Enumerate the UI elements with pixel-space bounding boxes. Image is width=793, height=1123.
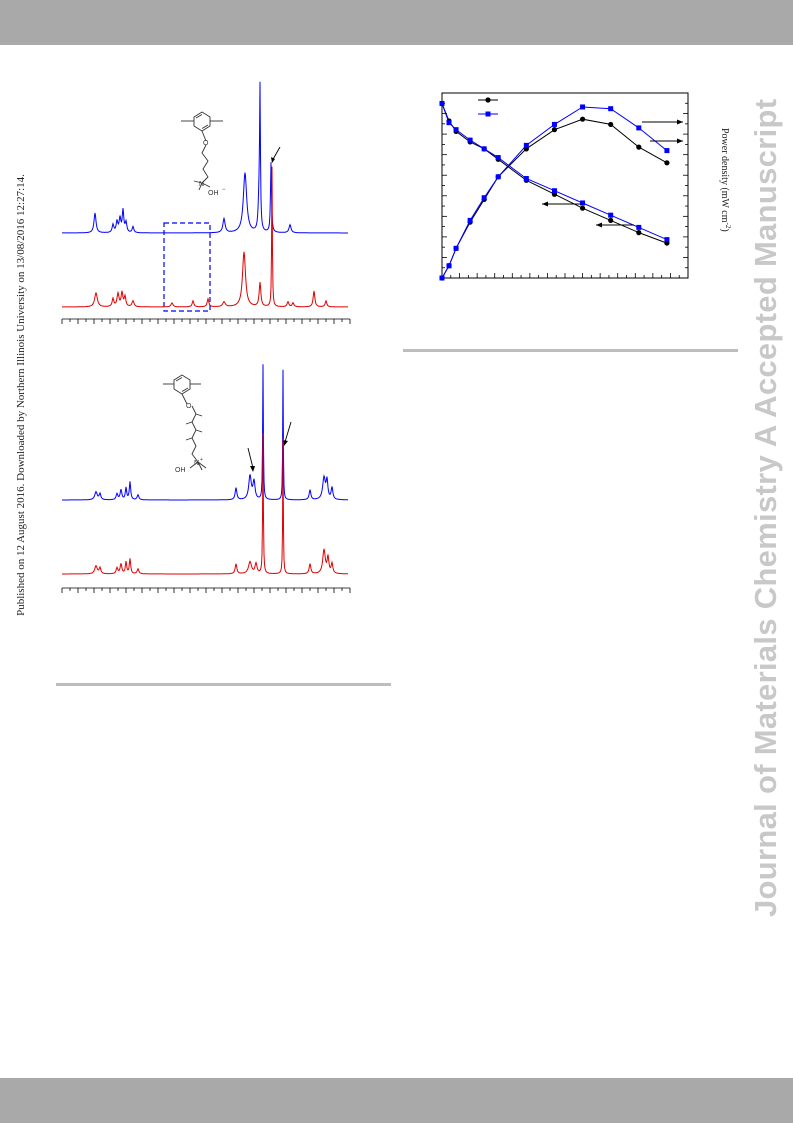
series-2-power-point: [446, 263, 452, 269]
series-2-polarization-point: [664, 237, 670, 243]
series-1-power-point: [664, 160, 670, 166]
ammonium-charge-2: +: [200, 457, 203, 463]
series-2-polarization-point: [481, 146, 487, 152]
nmr-trace-red-1: [62, 166, 348, 308]
series-2-power-point: [608, 106, 614, 112]
footer-band: [0, 1078, 793, 1123]
nmr-trace-red-2: [62, 433, 348, 575]
svg-text:O: O: [186, 403, 192, 410]
nmr-spectrum-panel-1: O N OH −: [61, 81, 351, 324]
nmr-x-axis-1: [61, 318, 351, 324]
series-1-power-point: [579, 116, 586, 122]
series-1-power-point: [636, 144, 642, 150]
header-band: [0, 0, 793, 45]
legend-marker-1: [485, 97, 491, 103]
svg-text:O: O: [203, 140, 209, 147]
curve-arrowhead-2: [677, 138, 683, 144]
accepted-manuscript-watermark: Journal of Materials Chemistry A Accepte…: [748, 98, 783, 917]
curve-arrowhead-4: [596, 222, 602, 228]
nmr-x-axis-2: [61, 587, 351, 593]
nmr-trace-blue-2: [62, 364, 348, 501]
series-2-power-point: [453, 245, 459, 251]
polarization-chart: Power density (mW cm-2): [439, 92, 732, 281]
series-2-polarization-point: [523, 176, 529, 182]
figure-divider-right: [403, 349, 738, 352]
series-2-power-point: [439, 275, 445, 281]
series-2-power-point: [467, 217, 473, 223]
nmr-trace-blue-1: [62, 81, 348, 234]
publication-note: Published on 12 August 2016. Downloaded …: [15, 174, 27, 616]
counter-ion-charge-1: −: [222, 187, 226, 193]
series-2-power-point: [551, 121, 557, 127]
series-2-power-point: [523, 142, 529, 148]
counter-ion-label-2: OH: [175, 467, 186, 474]
series-2-polarization-point: [439, 100, 445, 106]
series-2-power-point: [481, 195, 487, 201]
chemical-structure-1: [181, 111, 223, 191]
legend-marker-2: [485, 111, 491, 117]
legend: [478, 97, 498, 117]
curve-arrowhead-1: [677, 119, 683, 125]
chemical-structure-2: [163, 374, 207, 471]
series-2-power-point: [580, 104, 586, 110]
counter-ion-label-1: OH: [208, 190, 219, 197]
series-2-power-point: [636, 125, 642, 131]
series-2-polarization-point: [608, 212, 614, 218]
series-2-power-point: [495, 174, 501, 180]
ammonium-label-1: N: [199, 181, 204, 188]
ammonium-label-2: N: [194, 460, 199, 467]
curve-arrowhead-3: [542, 201, 548, 207]
series-1-polarization-point: [636, 230, 642, 236]
dashed-region-box: [163, 222, 211, 312]
chart-ticks: [441, 92, 689, 279]
series-1-polarization-point: [608, 217, 614, 224]
series-2-polarization-point: [551, 188, 557, 194]
nmr-spectrum-panel-2: O N + OH: [61, 364, 351, 593]
plot-frame: [441, 92, 689, 279]
series-2-polarization-point: [636, 224, 642, 230]
right-axis-label: Power density (mW cm-2): [719, 128, 732, 232]
series-2-power-point: [664, 148, 670, 154]
series-1-polarization-point: [579, 205, 586, 211]
series-1-power-point: [608, 121, 614, 128]
series-2-polarization-point: [453, 127, 459, 133]
series-2-polarization-point: [580, 200, 586, 206]
series-2-polarization-point: [495, 155, 501, 161]
series-2-polarization-point: [446, 120, 452, 126]
figure-divider-left: [56, 683, 391, 686]
series-2-power-line: [441, 106, 668, 279]
series-1-power-point: [551, 127, 558, 133]
series-2-polarization-point: [467, 137, 473, 143]
